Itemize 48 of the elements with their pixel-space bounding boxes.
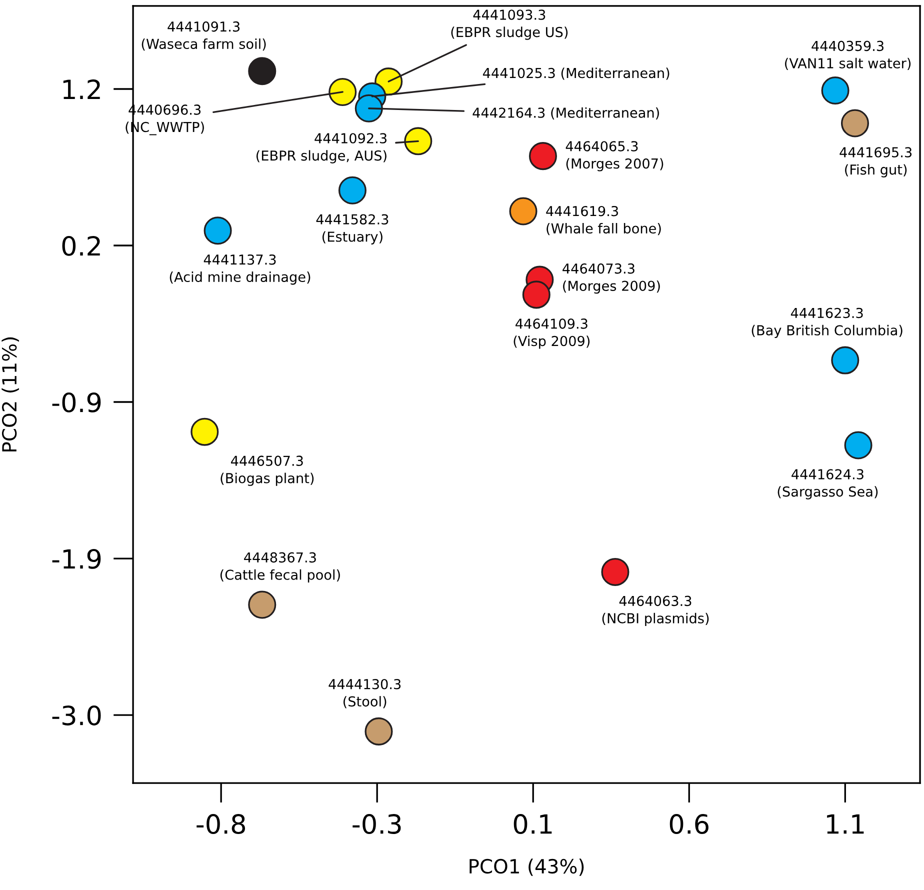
point xyxy=(831,346,860,374)
annotation: 4440359.3 (VAN11 salt water) xyxy=(785,40,911,70)
point xyxy=(821,76,850,104)
annotation: 4464073.3 (Morges 2009) xyxy=(562,263,660,294)
annotation: 4441093.3 (EBPR sludge US) xyxy=(451,10,568,40)
x-tick-label: 1.1 xyxy=(827,814,864,834)
annotation: 4448367.3 (Cattle fecal pool) xyxy=(220,552,340,583)
point xyxy=(844,431,872,460)
point xyxy=(328,78,357,106)
point xyxy=(338,176,366,204)
x-tick-label: -0.3 xyxy=(352,814,401,834)
annotation: 4441025.3 (Mediterranean) xyxy=(482,68,670,80)
annotation: 4441624.3 (Sargasso Sea) xyxy=(778,469,878,500)
annotation: 4442164.3 (Mediterranean) xyxy=(472,107,659,120)
x-tick-label: 0.1 xyxy=(514,814,552,834)
y-tick-label: 0.2 xyxy=(62,236,100,256)
point xyxy=(204,216,232,245)
point xyxy=(509,197,538,226)
annotation: 4441695.3 (Fish gut) xyxy=(840,147,912,178)
annotation: 4441092.3 (EBPR sludge, AUS) xyxy=(256,133,387,164)
x-axis-title: PCO1 (43%) xyxy=(470,858,584,876)
point xyxy=(528,142,557,170)
point xyxy=(522,280,550,309)
annotation: 4446507.3 (Biogas plant) xyxy=(220,456,314,486)
annotation: 4444130.3 (Stool) xyxy=(328,678,401,708)
annotation: 4464063.3 (NCBI plasmids) xyxy=(602,596,709,626)
point xyxy=(248,57,276,86)
annotation: 4441582.3 (Estuary) xyxy=(316,214,388,244)
annotation: 4441137.3 (Acid mine drainage) xyxy=(170,254,310,285)
point xyxy=(840,109,870,138)
annotation: 4464109.3 (Visp 2009) xyxy=(514,318,590,349)
point xyxy=(404,127,432,156)
point xyxy=(190,418,219,446)
point xyxy=(601,558,630,586)
annotation: 4441623.3 (Bay British Columbia) xyxy=(752,308,902,338)
y-axis-title: PCO2 (11%) xyxy=(2,337,19,452)
annotation: 4441091.3 (Waseca farm soil) xyxy=(142,21,266,51)
point xyxy=(248,590,276,619)
y-tick-label: 1.2 xyxy=(63,79,100,100)
annotation: 4441619.3 (Whale fall bone) xyxy=(546,206,661,236)
point xyxy=(364,717,393,746)
x-tick-label: -0.8 xyxy=(196,814,246,834)
y-tick-label: -3.0 xyxy=(52,705,101,726)
point xyxy=(354,94,383,122)
x-tick-label: 0.6 xyxy=(670,814,708,834)
annotation: 4464065.3 (Morges 2007) xyxy=(566,141,664,172)
y-tick-label: -1.9 xyxy=(52,548,101,569)
y-tick-label: -0.9 xyxy=(52,392,101,412)
